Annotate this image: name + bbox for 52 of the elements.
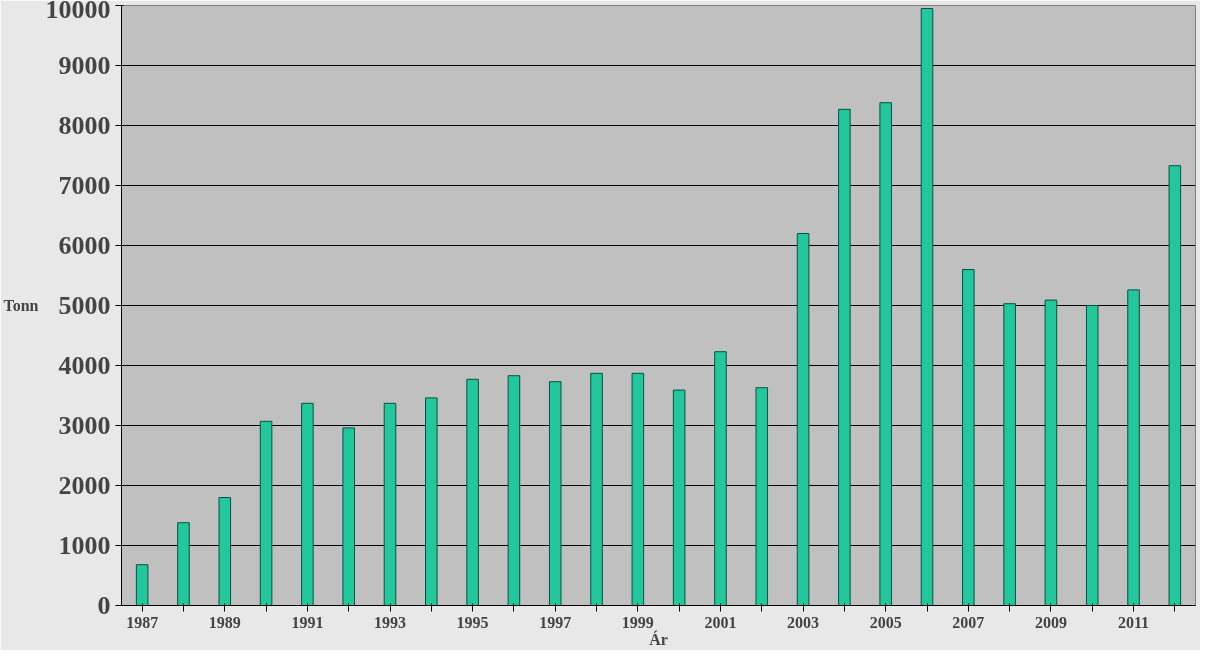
y-tick-label: 6000 [58,231,111,260]
bar [962,269,975,606]
bar [1168,165,1182,606]
bar [590,372,603,606]
bar [796,233,810,606]
x-tick-label: 2011 [1117,613,1150,631]
y-tick-label: 1000 [58,531,111,560]
bar [383,402,397,606]
bar [218,497,232,606]
bar [135,564,149,606]
x-tick-label: 2003 [787,613,820,631]
bar [301,402,314,606]
x-tick-label: 1989 [208,613,241,631]
bar [425,397,438,606]
y-tick-label: 10000 [45,0,111,24]
y-tick-label: 7000 [58,171,111,200]
bar [879,102,892,606]
bar [1044,299,1058,606]
bar [259,420,273,606]
y-tick-label: 0 [97,591,111,620]
bar [1127,289,1140,606]
x-tick-label: 2005 [869,613,902,631]
x-axis-title: Ár [649,629,668,648]
bar [466,378,479,606]
bar [507,375,521,606]
bar [1085,305,1099,606]
bar [177,522,190,606]
bar [548,381,562,606]
y-tick-label: 9000 [58,51,111,80]
bar [755,387,769,606]
bar [1003,303,1016,606]
y-tick-label: 3000 [58,411,111,440]
y-tick-label: 4000 [58,351,111,380]
y-tick-label: 2000 [58,471,111,500]
x-tick-label: 1997 [539,613,572,631]
x-tick-label: 2001 [704,613,737,631]
bar [838,108,851,606]
y-tick-label: 5000 [58,291,111,320]
x-tick-label: 1999 [621,613,654,631]
y-tick-label: 8000 [58,111,111,140]
bar [342,427,355,606]
x-tick-label: 1993 [374,613,406,631]
bar [672,389,686,606]
bar [920,8,934,606]
bar [714,351,727,606]
x-tick-label: 1987 [126,613,159,631]
bar [631,372,645,606]
x-tick-label: 2007 [952,613,985,631]
y-axis-title: Tonn [3,297,39,314]
x-tick-label: 1991 [291,613,324,631]
x-tick-label: 2009 [1034,613,1067,631]
x-tick-label: 1995 [456,613,489,631]
